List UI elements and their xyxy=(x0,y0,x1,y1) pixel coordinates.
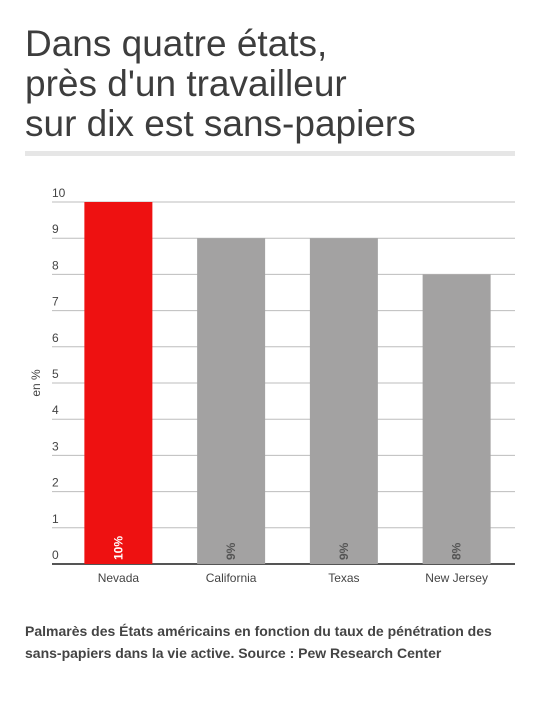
y-tick-label: 3 xyxy=(52,439,59,453)
bar-chart: 0 1 2 3 4 5 6 7 8 9 10 10% Nevada 9% California 9% Texas… xyxy=(29,186,515,585)
y-tick-label: 1 xyxy=(52,512,59,526)
x-tick-label: Nevada xyxy=(98,571,140,585)
y-tick-label: 8 xyxy=(52,258,59,272)
data-label: 9% xyxy=(224,542,238,560)
y-tick-label: 9 xyxy=(52,222,59,236)
labels: 0 1 2 3 4 5 6 7 8 9 10 10% Nevada 9% California 9% Texas… xyxy=(52,186,488,585)
title-line-1: Dans quatre états, xyxy=(25,23,328,64)
bar xyxy=(84,202,153,564)
title-line-3: sur dix est sans-papiers xyxy=(25,103,416,144)
y-tick-label: 7 xyxy=(52,295,59,309)
y-tick-label: 6 xyxy=(52,331,59,345)
y-tick-label: 5 xyxy=(52,367,59,381)
bar xyxy=(197,238,266,564)
data-label: 9% xyxy=(337,542,351,560)
data-label: 8% xyxy=(450,542,464,560)
title-divider xyxy=(25,151,515,156)
x-tick-label: New Jersey xyxy=(425,571,488,585)
y-axis-label: en % xyxy=(29,369,43,397)
title-line-2: près d'un travailleur xyxy=(25,63,347,104)
chart-caption: Palmarès des États américains en fonctio… xyxy=(25,623,492,661)
data-label: 10% xyxy=(111,536,125,560)
x-tick-label: Texas xyxy=(328,571,359,585)
y-tick-label: 2 xyxy=(52,476,59,490)
bar xyxy=(422,274,491,564)
chart-title: Dans quatre états, près d'un travailleur… xyxy=(25,24,525,144)
x-tick-label: California xyxy=(206,571,257,585)
bars xyxy=(84,202,491,564)
y-tick-label: 10 xyxy=(52,186,66,200)
bar xyxy=(309,238,378,564)
y-tick-label: 4 xyxy=(52,403,59,417)
y-tick-label: 0 xyxy=(52,548,59,562)
